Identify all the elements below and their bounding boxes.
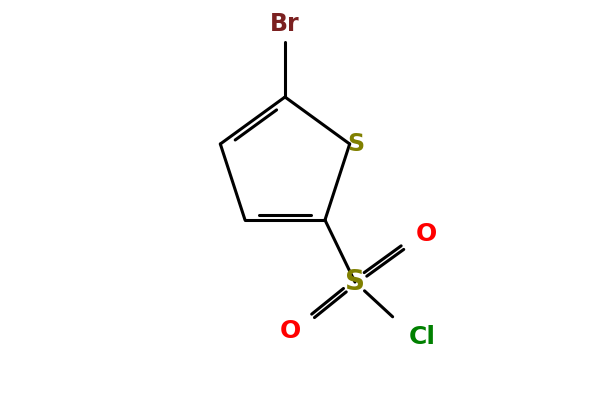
Text: Cl: Cl: [409, 325, 436, 349]
Text: O: O: [415, 222, 437, 246]
Text: S: S: [347, 132, 364, 156]
Text: O: O: [280, 319, 301, 343]
Text: Br: Br: [270, 12, 300, 36]
Text: S: S: [345, 268, 365, 296]
